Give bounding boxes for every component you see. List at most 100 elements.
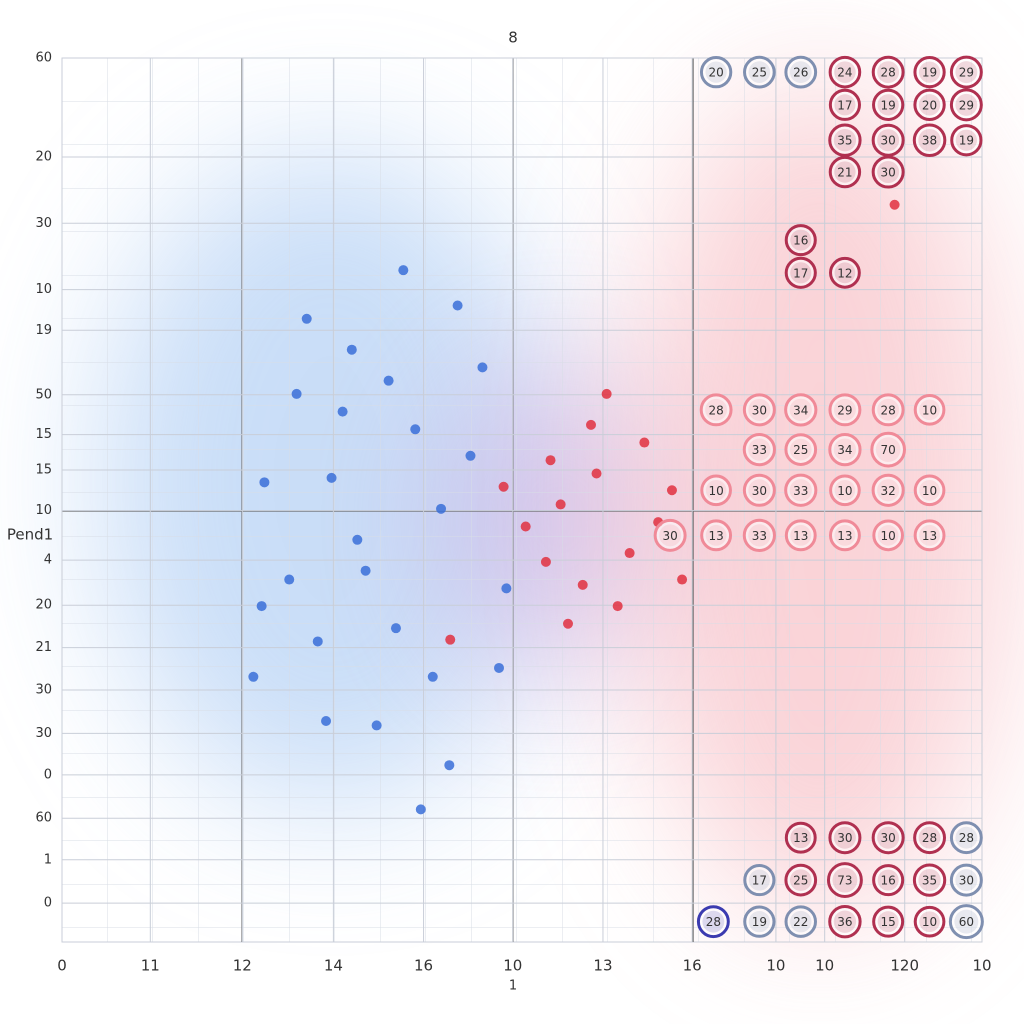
bubble-label: 70 bbox=[881, 443, 896, 457]
bubble bbox=[949, 55, 983, 89]
y-tick-label: 30 bbox=[35, 726, 52, 741]
dot bbox=[540, 556, 551, 567]
x-tick-label: 14 bbox=[324, 957, 343, 975]
dot bbox=[259, 477, 270, 488]
bubble-label: 28 bbox=[881, 66, 896, 80]
bubble bbox=[913, 88, 946, 122]
bubble-label: 33 bbox=[752, 529, 767, 543]
dot bbox=[326, 472, 337, 483]
bubble-core bbox=[790, 524, 812, 546]
bubble-label: 13 bbox=[922, 529, 937, 543]
dot bbox=[398, 265, 409, 276]
bubble bbox=[699, 55, 733, 89]
bubble-label: 73 bbox=[837, 874, 852, 888]
bubble-label: 15 bbox=[881, 915, 896, 929]
bubble-core bbox=[748, 61, 771, 83]
bubble-label: 33 bbox=[752, 443, 767, 457]
bubble bbox=[826, 862, 863, 899]
bubble-core bbox=[748, 438, 771, 461]
bubble bbox=[784, 473, 818, 507]
bubble-core bbox=[748, 911, 770, 933]
bubble-core bbox=[789, 479, 812, 502]
dot bbox=[291, 388, 302, 399]
y-tick-label: 19 bbox=[35, 323, 52, 338]
bubble-core bbox=[789, 61, 812, 84]
bubble-core bbox=[833, 910, 857, 933]
bubble-core bbox=[877, 869, 899, 891]
bubble-core bbox=[955, 61, 978, 84]
bubble bbox=[912, 863, 947, 897]
bubble bbox=[743, 864, 776, 897]
bubble-core bbox=[919, 399, 940, 421]
bubble-label: 24 bbox=[837, 66, 852, 80]
bubble bbox=[829, 256, 861, 289]
dot bbox=[444, 760, 455, 771]
bubble-label: 13 bbox=[793, 831, 808, 845]
bubble-label: 29 bbox=[837, 403, 852, 417]
dot bbox=[494, 662, 504, 673]
bubble-label: 28 bbox=[708, 403, 723, 417]
bubble-label: 34 bbox=[837, 443, 852, 457]
y-tick-label: 30 bbox=[35, 683, 52, 698]
bubble-core bbox=[877, 525, 899, 546]
bubble bbox=[743, 55, 776, 89]
bubble bbox=[784, 433, 818, 466]
bubble-core bbox=[955, 869, 978, 892]
x-tick-label: 10 bbox=[766, 957, 785, 975]
bubble-label: 16 bbox=[881, 874, 896, 888]
y-tick-label: 60 bbox=[35, 51, 52, 66]
x-tick-label: 10 bbox=[503, 957, 522, 975]
bubble bbox=[784, 224, 817, 257]
bubble-core bbox=[833, 129, 857, 152]
bubble bbox=[742, 473, 776, 507]
bubble bbox=[871, 155, 905, 189]
x-tick-label: 16 bbox=[414, 957, 433, 975]
bubble-core bbox=[659, 524, 682, 547]
dot bbox=[410, 424, 421, 435]
bubble-label: 19 bbox=[922, 66, 937, 80]
dot bbox=[591, 468, 602, 479]
bubble-label: 10 bbox=[837, 484, 852, 498]
bubble-label: 28 bbox=[881, 403, 896, 417]
bubble-label: 29 bbox=[959, 98, 974, 112]
bubble-label: 60 bbox=[959, 915, 974, 929]
bubble bbox=[949, 821, 983, 855]
bubble-label: 30 bbox=[837, 831, 852, 845]
bubble-label: 35 bbox=[837, 134, 852, 148]
bubble-core bbox=[955, 826, 978, 849]
bubble-core bbox=[918, 94, 941, 116]
y-tick-label: 20 bbox=[35, 150, 52, 165]
y-tick-label: 0 bbox=[44, 896, 52, 911]
dot bbox=[601, 388, 612, 399]
bubble bbox=[872, 864, 905, 897]
dot bbox=[677, 574, 688, 585]
bubble-core bbox=[748, 869, 770, 891]
bubble-core bbox=[790, 827, 812, 849]
bubble-core bbox=[790, 262, 812, 284]
x-tick-label: 13 bbox=[593, 957, 612, 975]
y-tick-label: 50 bbox=[35, 387, 52, 402]
bubble-core bbox=[833, 398, 856, 421]
dot bbox=[321, 716, 332, 726]
x-axis-label: 1 bbox=[509, 979, 517, 994]
bubble-core bbox=[789, 438, 812, 461]
bubble bbox=[913, 474, 946, 507]
bubble-core bbox=[875, 437, 901, 462]
bubble bbox=[829, 474, 861, 507]
y-tick-label: 1 bbox=[44, 852, 52, 867]
bubble-core bbox=[705, 479, 727, 501]
y-tick-label: 0 bbox=[44, 767, 52, 782]
y-tick-label: 15 bbox=[35, 427, 52, 442]
bubble bbox=[871, 123, 905, 157]
bubble-label: 13 bbox=[837, 529, 852, 543]
bubble-core bbox=[748, 479, 771, 502]
bubble-label: 10 bbox=[922, 484, 937, 498]
bubble-label: 25 bbox=[752, 66, 767, 80]
bubble-label: 30 bbox=[752, 403, 767, 417]
bubble-label: 34 bbox=[793, 403, 808, 417]
bubble-core bbox=[789, 869, 812, 891]
bubble bbox=[912, 123, 947, 157]
dot bbox=[498, 481, 509, 492]
